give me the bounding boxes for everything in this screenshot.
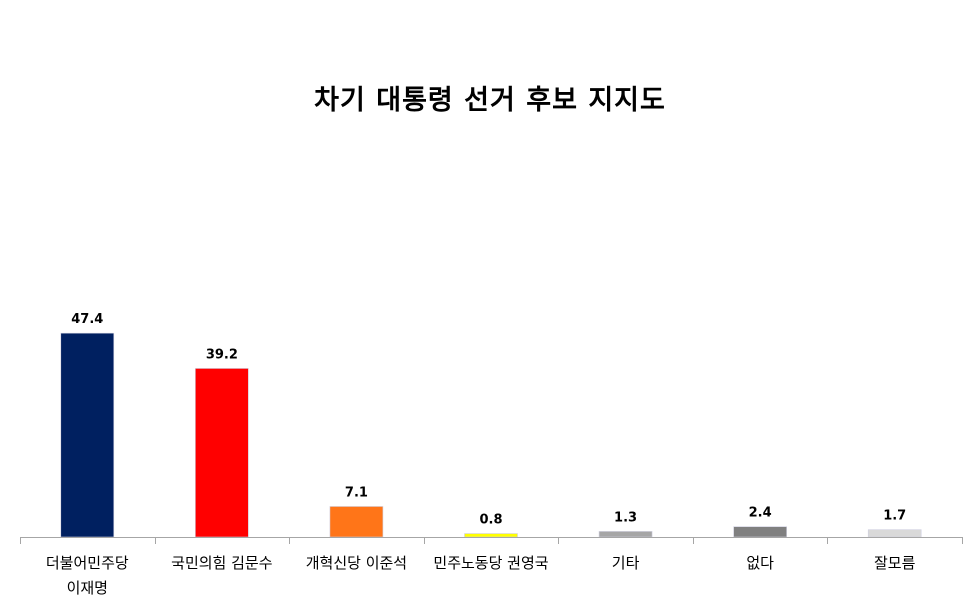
category-label: 이재명	[67, 579, 108, 597]
data-label: 39.2	[206, 347, 238, 362]
category-label: 민주노동당 권영국	[433, 554, 548, 572]
x-axis	[20, 537, 963, 544]
data-label: 47.4	[71, 312, 103, 327]
data-label: 7.1	[345, 485, 368, 500]
bar	[60, 332, 115, 538]
data-label: 0.8	[479, 513, 502, 528]
bar	[464, 533, 518, 538]
category-label: 국민의힘 김문수	[171, 554, 272, 572]
bar	[195, 368, 249, 538]
category-label: 개혁신당 이준석	[306, 554, 407, 572]
data-label: 1.7	[883, 509, 906, 524]
bar	[598, 531, 653, 538]
category-label: 잘모름	[874, 554, 916, 572]
bar	[733, 526, 787, 538]
category-label: 더불어민주당	[46, 554, 129, 572]
bar	[329, 506, 384, 538]
chart-title: 차기 대통령 선거 후보 지지도	[314, 85, 666, 116]
bar	[867, 529, 922, 538]
data-label: 1.3	[614, 510, 637, 525]
category-label: 없다	[746, 554, 774, 572]
data-label: 2.4	[749, 506, 772, 521]
category-label: 기타	[612, 554, 640, 572]
bars-layer	[60, 332, 922, 538]
